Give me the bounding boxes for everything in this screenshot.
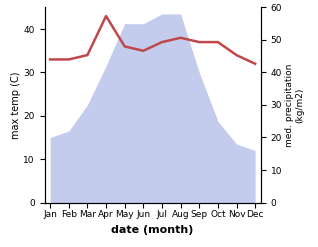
X-axis label: date (month): date (month)	[111, 225, 194, 235]
Y-axis label: med. precipitation
(kg/m2): med. precipitation (kg/m2)	[285, 63, 304, 147]
Y-axis label: max temp (C): max temp (C)	[10, 71, 21, 139]
